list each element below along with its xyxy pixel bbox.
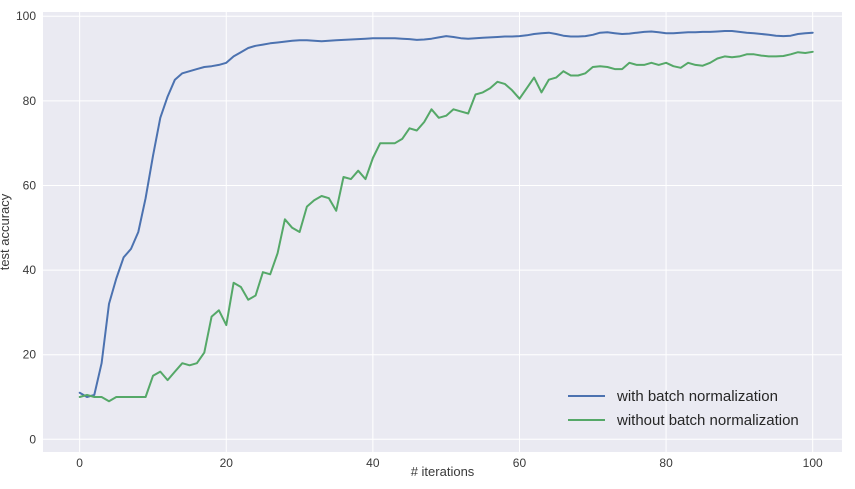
- x-tick-label: 40: [366, 456, 380, 470]
- series-line-1: [78, 30, 814, 398]
- x-tick-label: 60: [513, 456, 527, 470]
- legend: with batch normalization without batch no…: [568, 388, 799, 429]
- y-tick-label: 40: [23, 263, 37, 277]
- x-tick-label: 80: [659, 456, 673, 470]
- y-tick-label: 20: [23, 348, 37, 362]
- x-axis-title: # iterations: [411, 464, 475, 479]
- x-tick-label: 100: [803, 456, 823, 470]
- y-tick-label: 0: [29, 432, 36, 446]
- legend-label: without batch normalization: [616, 412, 799, 429]
- y-axis-title: test accuracy: [0, 193, 12, 270]
- x-tick-label: 20: [220, 456, 234, 470]
- series-lines: [78, 30, 814, 403]
- x-tick-label: 0: [76, 456, 83, 470]
- y-tick-label: 80: [23, 94, 37, 108]
- tick-labels: 0 20 40 60 80 100 0 20 40 60 80 100: [16, 9, 823, 470]
- series-line-2: [78, 50, 814, 403]
- legend-label: with batch normalization: [616, 388, 778, 405]
- grid: [43, 12, 842, 452]
- y-tick-label: 60: [23, 178, 37, 192]
- y-tick-label: 100: [16, 9, 36, 23]
- plot-background: [43, 12, 842, 452]
